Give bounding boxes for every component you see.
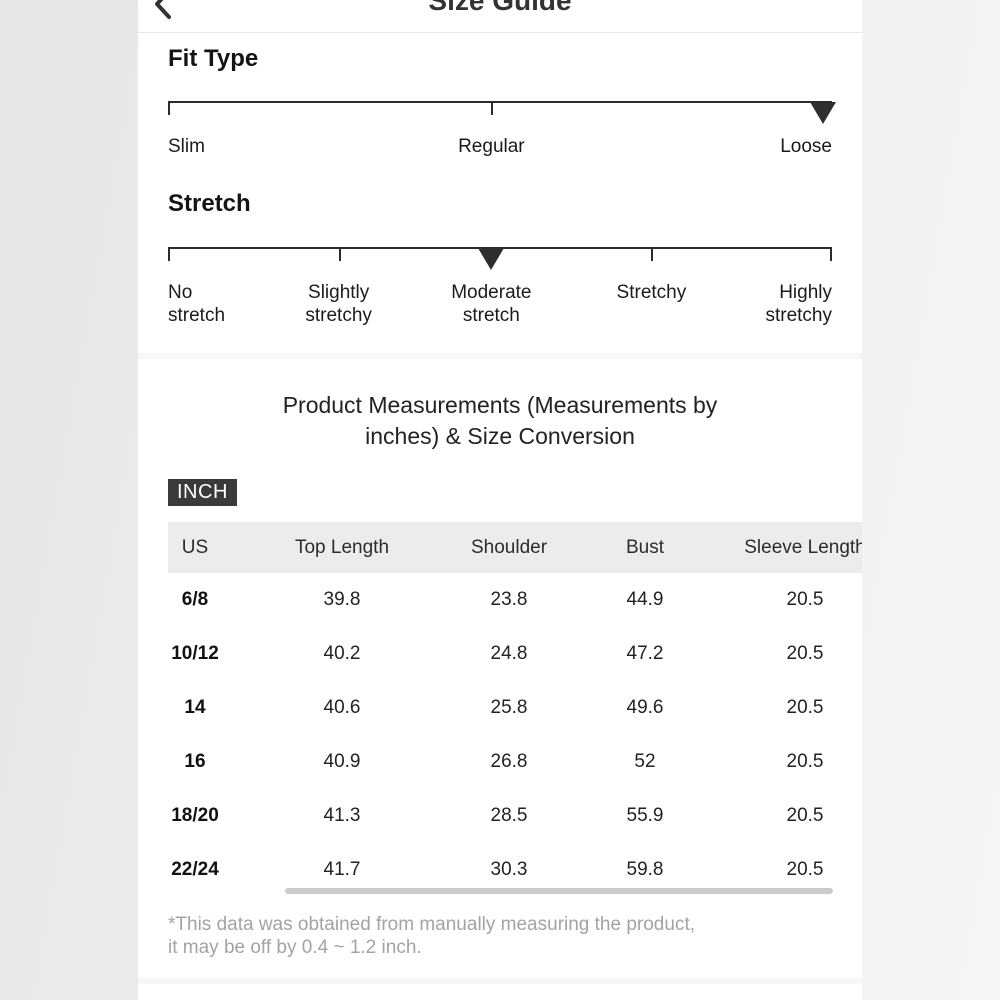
value-cell: 47.2 bbox=[626, 643, 664, 664]
col-header-sleeve-length: Sleeve Length bbox=[744, 536, 862, 558]
stretch-label-slightly: Slightly stretchy bbox=[305, 282, 372, 326]
stretch-label-no-stretch: No stretch bbox=[168, 282, 226, 326]
value-cell: 41.7 bbox=[323, 859, 361, 880]
scale-line bbox=[168, 101, 832, 103]
size-table-scroll-area[interactable]: US Top Length Shoulder Bust Sleeve Lengt… bbox=[168, 522, 862, 897]
size-cell: 22/24 bbox=[171, 859, 219, 880]
stretch-label-highly: Highly stretchy bbox=[765, 282, 832, 326]
fit-stretch-section: Fit Type Slim Regular Loose Stretch No s… bbox=[138, 33, 862, 353]
col-header-bust: Bust bbox=[625, 536, 665, 558]
table-row: 10/12 40.2 24.8 47.2 20.5 bbox=[168, 627, 862, 681]
value-cell: 30.3 bbox=[490, 859, 528, 880]
page-title: Size Guide bbox=[428, 0, 572, 16]
col-header-shoulder: Shoulder bbox=[470, 536, 548, 558]
scale-tick bbox=[338, 247, 341, 261]
value-cell: 49.6 bbox=[626, 697, 664, 718]
value-cell: 39.8 bbox=[323, 589, 361, 610]
fit-type-scale bbox=[168, 101, 836, 125]
unit-toggle-inch[interactable]: INCH bbox=[168, 479, 237, 506]
stretch-label-stretchy: Stretchy bbox=[616, 282, 687, 303]
fit-type-labels: Slim Regular Loose bbox=[168, 135, 832, 158]
stretch-scale bbox=[168, 247, 832, 271]
stretch-marker-icon bbox=[478, 248, 505, 270]
value-cell: 20.5 bbox=[786, 751, 824, 772]
value-cell: 41.3 bbox=[323, 805, 361, 826]
measurements-section: Product Measurements (Measurements by in… bbox=[138, 359, 862, 978]
value-cell: 20.5 bbox=[786, 697, 824, 718]
size-guide-panel: Size Guide Fit Type Slim Regular Loose S… bbox=[138, 0, 862, 1000]
value-cell: 40.6 bbox=[323, 697, 361, 718]
fit-type-marker-icon bbox=[810, 102, 836, 124]
scale-tick bbox=[168, 247, 170, 261]
value-cell: 23.8 bbox=[490, 589, 528, 610]
fit-label-regular: Regular bbox=[458, 136, 525, 157]
measurements-title: Product Measurements (Measurements by in… bbox=[282, 392, 718, 449]
value-cell: 20.5 bbox=[786, 589, 824, 610]
table-header-row: US Top Length Shoulder Bust Sleeve Lengt… bbox=[168, 522, 862, 573]
chevron-left-icon bbox=[155, 0, 171, 19]
table-row: 14 40.6 25.8 49.6 20.5 bbox=[168, 681, 862, 735]
fit-label-loose: Loose bbox=[780, 136, 832, 157]
back-button[interactable] bbox=[148, 0, 180, 20]
stretch-label-moderate: Moderate stretch bbox=[451, 282, 532, 326]
col-header-top-length: Top Length bbox=[294, 536, 390, 558]
size-cell: 6/8 bbox=[181, 589, 209, 610]
fit-label-slim: Slim bbox=[168, 136, 205, 157]
fit-type-heading: Fit Type bbox=[168, 45, 259, 72]
col-header-us: US bbox=[181, 536, 209, 558]
value-cell: 55.9 bbox=[626, 805, 664, 826]
scale-tick bbox=[651, 247, 654, 261]
value-cell: 26.8 bbox=[490, 751, 528, 772]
value-cell: 40.2 bbox=[323, 643, 361, 664]
value-cell: 52 bbox=[634, 751, 656, 772]
scale-tick bbox=[491, 101, 494, 115]
value-cell: 28.5 bbox=[490, 805, 528, 826]
value-cell: 24.8 bbox=[490, 643, 528, 664]
size-table: US Top Length Shoulder Bust Sleeve Lengt… bbox=[168, 522, 862, 897]
section-divider bbox=[138, 978, 862, 984]
value-cell: 20.5 bbox=[786, 859, 824, 880]
next-section-top bbox=[138, 984, 862, 1000]
horizontal-scrollbar-thumb[interactable] bbox=[285, 888, 833, 894]
table-row: 18/20 41.3 28.5 55.9 20.5 bbox=[168, 789, 862, 843]
size-cell: 14 bbox=[184, 697, 206, 718]
stretch-heading: Stretch bbox=[168, 190, 251, 217]
size-cell: 10/12 bbox=[171, 643, 219, 664]
scale-tick bbox=[168, 101, 170, 115]
value-cell: 44.9 bbox=[626, 589, 664, 610]
value-cell: 59.8 bbox=[626, 859, 664, 880]
table-row: 16 40.9 26.8 52 20.5 bbox=[168, 735, 862, 789]
section-divider bbox=[138, 353, 862, 359]
stretch-labels: No stretch Slightly stretchy Moderate st… bbox=[168, 281, 832, 327]
value-cell: 25.8 bbox=[490, 697, 528, 718]
value-cell: 20.5 bbox=[786, 805, 824, 826]
measurement-footnote: *This data was obtained from manually me… bbox=[168, 914, 695, 958]
value-cell: 40.9 bbox=[323, 751, 361, 772]
value-cell: 20.5 bbox=[786, 643, 824, 664]
size-cell: 18/20 bbox=[171, 805, 219, 826]
table-row: 6/8 39.8 23.8 44.9 20.5 bbox=[168, 573, 862, 627]
app-header: Size Guide bbox=[138, 0, 862, 33]
size-cell: 16 bbox=[184, 751, 206, 772]
scale-tick bbox=[830, 247, 832, 261]
